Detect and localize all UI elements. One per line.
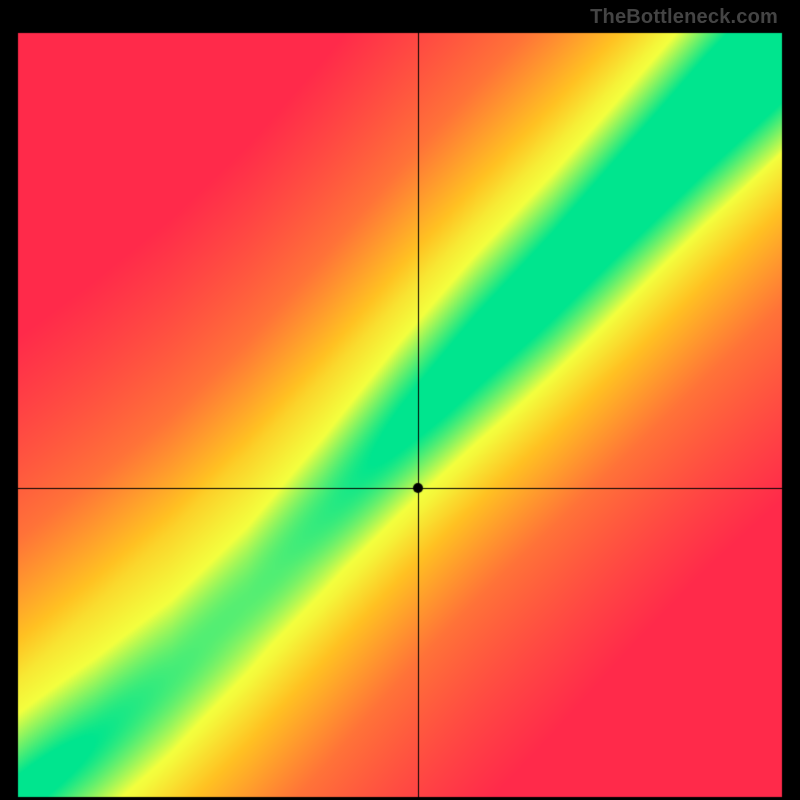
chart-container: TheBottleneck.com — [0, 0, 800, 800]
watermark-text: TheBottleneck.com — [590, 6, 778, 29]
heatmap-canvas — [0, 0, 800, 800]
